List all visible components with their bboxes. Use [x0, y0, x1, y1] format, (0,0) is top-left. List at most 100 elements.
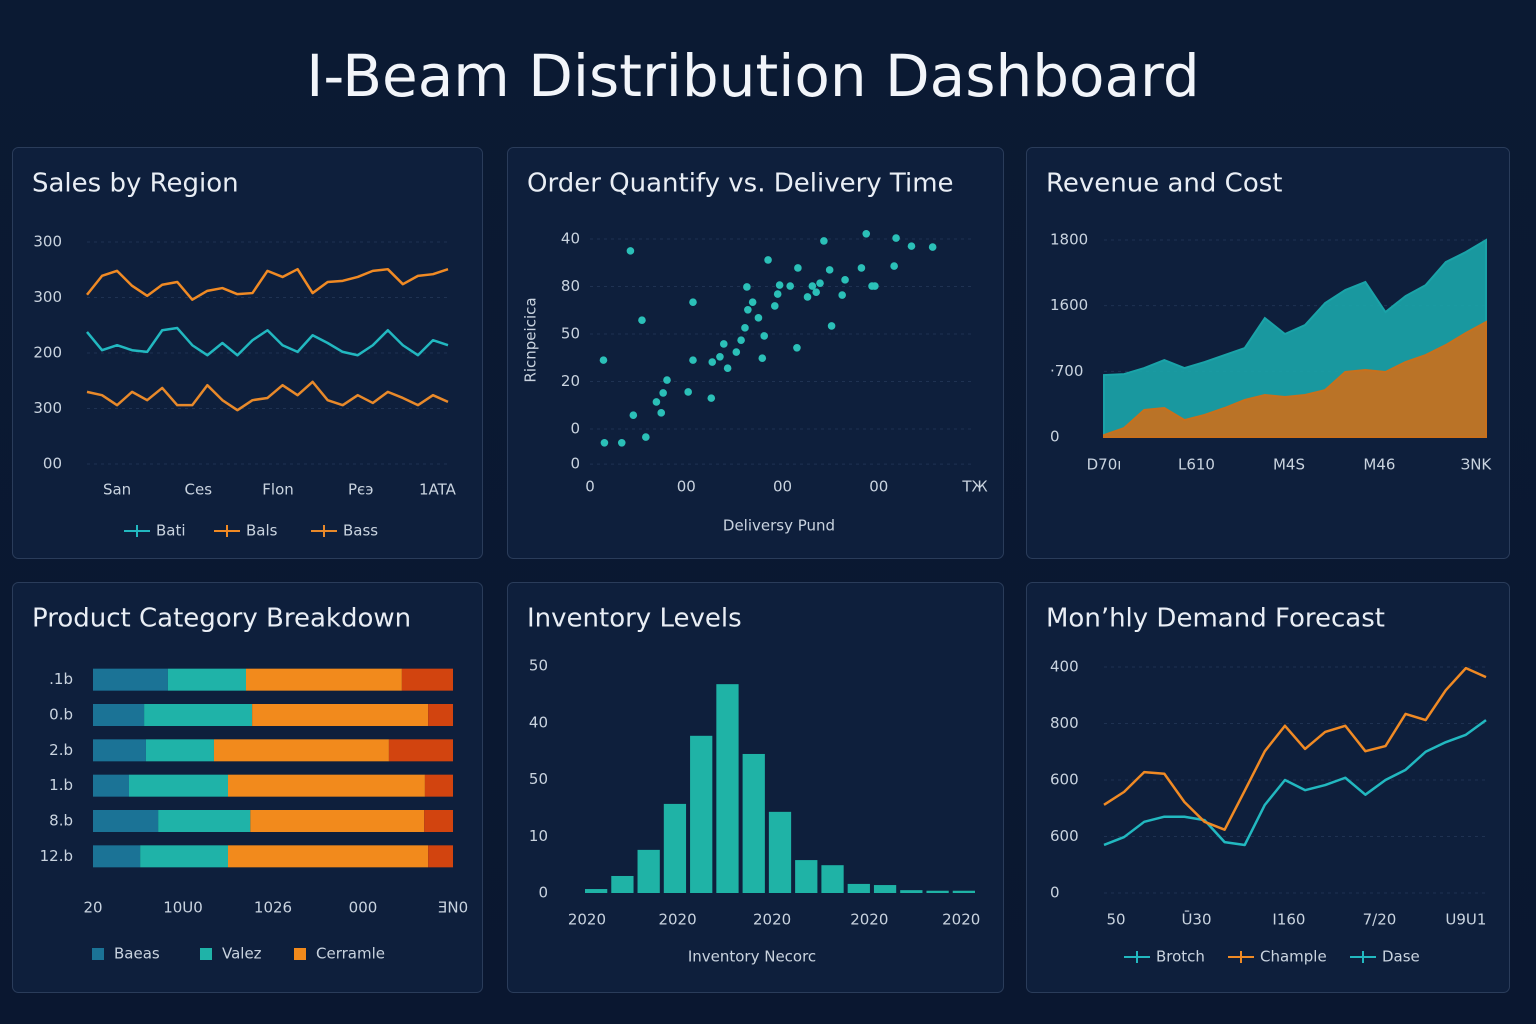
- panel: [1026, 582, 1510, 993]
- x-tick-label: 50: [1107, 911, 1126, 929]
- legend-label: Brotch: [1156, 948, 1205, 966]
- legend-swatch: [200, 948, 212, 960]
- y-tick-label: 40: [529, 713, 548, 731]
- y-tick-label: .1b: [49, 670, 73, 688]
- series-line: [86, 326, 449, 357]
- scatter-point: [793, 343, 801, 352]
- histogram-bar: [926, 890, 949, 893]
- histogram-bar: [847, 883, 870, 893]
- series-line: [86, 267, 449, 301]
- panel-title: Product Category Breakdown: [32, 604, 411, 634]
- bar-segment: [428, 845, 453, 868]
- scatter-point: [689, 298, 697, 306]
- histogram-bar: [900, 890, 923, 893]
- scatter-point: [663, 376, 671, 384]
- panel-title: Mon’hly Demand Forecast: [1046, 604, 1385, 634]
- scatter-point: [892, 234, 900, 242]
- scatter-point: [771, 302, 779, 310]
- scatter-point: [812, 288, 820, 297]
- panel: [12, 147, 483, 559]
- y-tick-label: 00: [43, 455, 62, 473]
- legend-swatch: [92, 948, 104, 960]
- x-tick-label: L610: [1178, 456, 1215, 474]
- x-tick-label: 00: [773, 478, 792, 496]
- x-tick-label: 2020: [658, 911, 696, 929]
- histogram-bar: [742, 753, 765, 893]
- scatter-point: [743, 283, 751, 291]
- y-tick-label: 50: [561, 325, 580, 343]
- scatter-point: [626, 247, 635, 255]
- y-tick-label: 0.b: [49, 706, 73, 724]
- scatter-point: [707, 394, 716, 402]
- y-tick-label: 300: [33, 233, 62, 251]
- y-tick-label: 0: [1050, 884, 1060, 902]
- legend-label: Cerramle: [316, 945, 385, 963]
- scatter-point: [741, 324, 749, 332]
- x-tick-label: 0: [585, 478, 595, 496]
- panel-title: Revenue and Cost: [1046, 169, 1282, 199]
- scatter-point: [871, 282, 879, 290]
- y-tick-label: 1600: [1050, 296, 1088, 314]
- scatter-point: [642, 433, 650, 441]
- scatter-point: [719, 340, 728, 348]
- y-tick-label: 0: [538, 884, 548, 902]
- scatter-point: [617, 438, 626, 447]
- bar-segment: [93, 704, 145, 726]
- x-axis-label: Inventory Necorc: [688, 948, 816, 966]
- bar-segment: [213, 739, 389, 762]
- histogram-bar: [637, 849, 660, 893]
- x-tick-label: ЗNK: [1461, 456, 1493, 474]
- scatter-point: [760, 332, 769, 340]
- x-tick-label: 10U0: [163, 899, 203, 917]
- scatter-point: [827, 322, 836, 330]
- x-tick-label: M4S: [1273, 456, 1305, 474]
- scatter-point: [838, 291, 846, 299]
- scatter-point: [907, 242, 916, 250]
- histogram-bar: [873, 885, 897, 893]
- scatter-point: [773, 290, 782, 298]
- bar-segment: [93, 845, 141, 868]
- y-tick-label: 10: [529, 827, 548, 845]
- histogram-bar: [952, 890, 975, 893]
- scatter-point: [862, 229, 871, 238]
- scatter-point: [816, 279, 824, 287]
- y-tick-label: 400: [1050, 658, 1079, 676]
- scatter-point: [841, 276, 849, 284]
- panel-title: Order Quantify vs. Delivery Time: [527, 169, 954, 199]
- scatter-point: [629, 411, 638, 420]
- x-tick-label: 00: [869, 478, 888, 496]
- bar-segment: [228, 845, 429, 868]
- x-tick-label: 1ATA: [419, 481, 457, 499]
- scatter-point: [689, 356, 697, 364]
- scatter-point: [744, 305, 752, 314]
- x-tick-label: ƎN0: [438, 899, 468, 917]
- x-tick-label: 20: [83, 899, 102, 917]
- y-tick-label: 80: [561, 277, 580, 295]
- histogram-bar: [795, 860, 818, 893]
- scatter-point: [890, 262, 898, 270]
- bar-segment: [401, 668, 453, 691]
- y-tick-label: 1.b: [49, 776, 73, 794]
- y-tick-label: 1800: [1050, 231, 1088, 249]
- bar-segment: [145, 739, 214, 762]
- bar-segment: [246, 668, 402, 691]
- scatter-point: [803, 293, 812, 301]
- bar-segment: [388, 739, 453, 762]
- y-tick-label: 600: [1050, 827, 1079, 845]
- legend-label: Baeas: [114, 945, 160, 963]
- x-tick-label: 2020: [942, 911, 980, 929]
- y-tick-label: 2.b: [49, 741, 73, 759]
- y-tick-label: 0: [1050, 428, 1060, 446]
- series-line: [1103, 666, 1487, 831]
- bar-segment: [93, 810, 159, 832]
- y-tick-label: 200: [33, 344, 62, 362]
- bar-segment: [252, 704, 429, 726]
- series-line: [1103, 719, 1487, 847]
- x-tick-label: TЖ: [961, 478, 987, 496]
- y-tick-label: 300: [33, 288, 62, 306]
- histogram-bar: [611, 875, 634, 893]
- scatter-point: [652, 398, 661, 406]
- scatter-point: [758, 354, 767, 363]
- y-axis-label: Ricnpeicica: [522, 297, 540, 382]
